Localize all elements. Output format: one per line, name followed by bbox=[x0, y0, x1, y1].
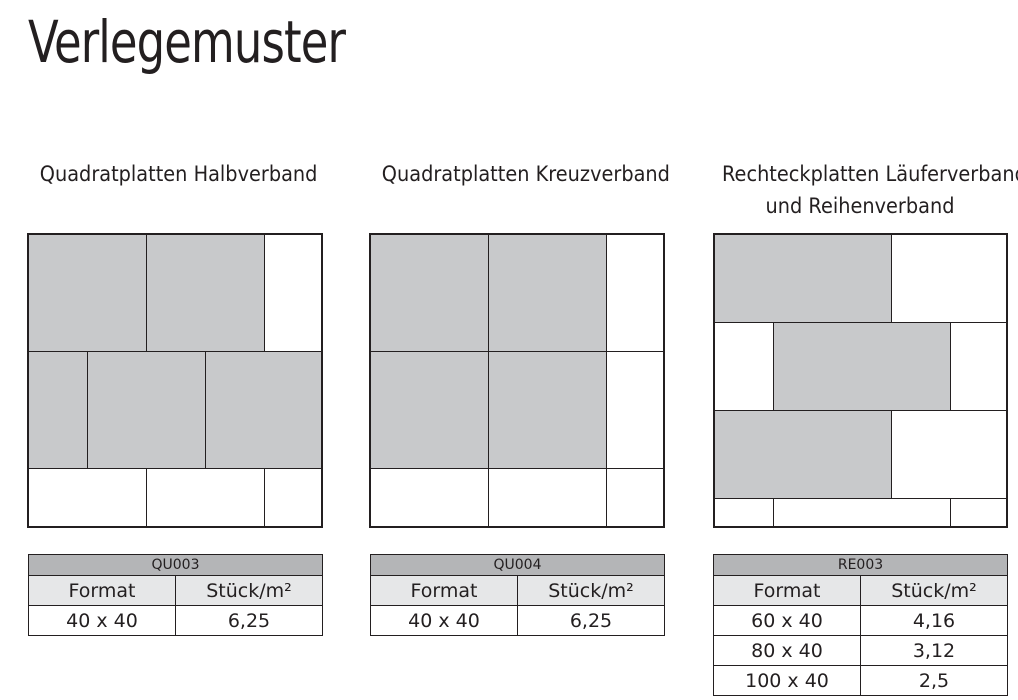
section-heading-laeuferverband: Rechteckplatten Läuferverband und Reihen… bbox=[722, 158, 1018, 222]
tile bbox=[891, 410, 1007, 499]
spec-table-qu004: QU004 Format Stück/m² 40 x 40 6,25 bbox=[370, 554, 665, 636]
tile bbox=[370, 468, 489, 527]
tile bbox=[773, 322, 951, 411]
tile bbox=[264, 468, 322, 527]
tile bbox=[146, 234, 265, 352]
tile bbox=[488, 234, 607, 352]
section-heading-line: und Reihenverband bbox=[765, 194, 955, 218]
tile bbox=[28, 234, 147, 352]
spec-table-qu003: QU003 Format Stück/m² 40 x 40 6,25 bbox=[28, 554, 323, 636]
table-row: 40 x 40 6,25 bbox=[28, 605, 323, 636]
column-header-format: Format bbox=[370, 575, 518, 606]
tile bbox=[714, 410, 892, 499]
tile bbox=[28, 351, 88, 469]
column-header-format: Format bbox=[713, 575, 861, 606]
tile bbox=[264, 234, 322, 352]
column-header-pieces: Stück/m² bbox=[175, 575, 323, 606]
table-row: 100 x 40 2,5 bbox=[713, 665, 1008, 696]
product-code: QU004 bbox=[370, 554, 665, 576]
format-cell: 40 x 40 bbox=[370, 605, 518, 636]
tile bbox=[773, 498, 951, 527]
tile bbox=[370, 234, 489, 352]
table-row: 60 x 40 4,16 bbox=[713, 605, 1008, 636]
tile bbox=[87, 351, 206, 469]
column-header-pieces: Stück/m² bbox=[517, 575, 665, 606]
tile bbox=[28, 468, 147, 527]
pieces-cell: 2,5 bbox=[860, 665, 1008, 696]
pieces-cell: 6,25 bbox=[517, 605, 665, 636]
table-row: 80 x 40 3,12 bbox=[713, 635, 1008, 666]
tile bbox=[205, 351, 322, 469]
tile bbox=[891, 234, 1007, 323]
tile bbox=[606, 351, 664, 469]
pieces-cell: 3,12 bbox=[860, 635, 1008, 666]
format-cell: 40 x 40 bbox=[28, 605, 176, 636]
tile bbox=[488, 468, 607, 527]
spec-table-re003: RE003 Format Stück/m² 60 x 40 4,16 80 x … bbox=[713, 554, 1008, 696]
column-header-pieces: Stück/m² bbox=[860, 575, 1008, 606]
section-heading-line: Rechteckplatten Läuferverband bbox=[722, 162, 1018, 186]
tile bbox=[714, 322, 774, 411]
pattern-kreuzverband bbox=[369, 233, 665, 528]
pieces-cell: 6,25 bbox=[175, 605, 323, 636]
product-code: RE003 bbox=[713, 554, 1008, 576]
tile bbox=[714, 498, 774, 527]
section-heading-line: Quadratplatten Kreuzverband bbox=[381, 162, 670, 186]
section-heading-kreuzverband: Quadratplatten Kreuzverband bbox=[381, 158, 670, 190]
column-header-format: Format bbox=[28, 575, 176, 606]
tile bbox=[950, 322, 1007, 411]
tile bbox=[488, 351, 607, 469]
pattern-laeuferverband bbox=[713, 233, 1008, 528]
page-title: Verlegemuster bbox=[28, 8, 346, 76]
format-cell: 100 x 40 bbox=[713, 665, 861, 696]
format-cell: 60 x 40 bbox=[713, 605, 861, 636]
tile bbox=[606, 234, 664, 352]
tile bbox=[370, 351, 489, 469]
tile bbox=[714, 234, 892, 323]
pattern-halbverband bbox=[27, 233, 323, 528]
pieces-cell: 4,16 bbox=[860, 605, 1008, 636]
section-heading-halbverband: Quadratplatten Halbverband bbox=[39, 158, 318, 190]
section-heading-line: Quadratplatten Halbverband bbox=[39, 162, 318, 186]
format-cell: 80 x 40 bbox=[713, 635, 861, 666]
product-code: QU003 bbox=[28, 554, 323, 576]
tile bbox=[146, 468, 265, 527]
tile bbox=[950, 498, 1007, 527]
table-row: 40 x 40 6,25 bbox=[370, 605, 665, 636]
tile bbox=[606, 468, 664, 527]
